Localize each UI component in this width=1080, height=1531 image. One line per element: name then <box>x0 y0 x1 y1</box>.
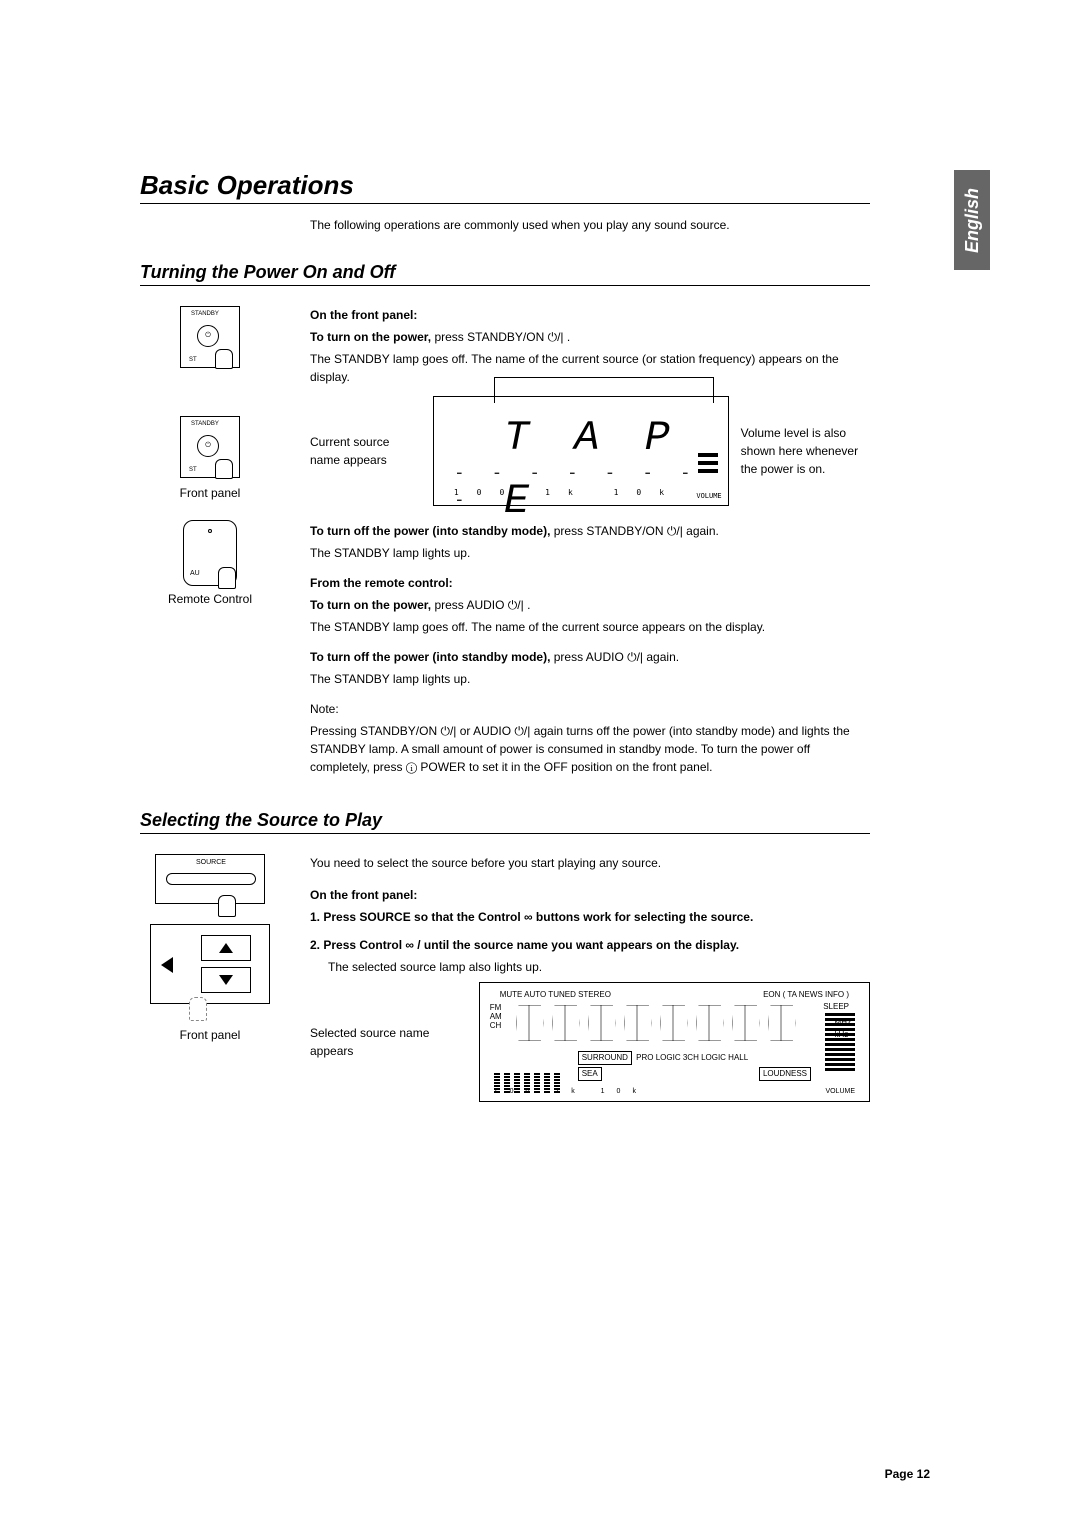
section2-right-col: You need to select the source before you… <box>310 854 870 1102</box>
turn-on-line: To turn on the power, press STANDBY/ON ⏻… <box>310 328 870 346</box>
r-turn-off-line: To turn off the power (into standby mode… <box>310 648 870 666</box>
triangle-left-icon <box>161 957 173 973</box>
intro-text: The following operations are commonly us… <box>310 218 990 232</box>
section1-left-col: STANDBY ⏻ ST STANDBY ⏻ ST Front panel AU… <box>140 306 280 780</box>
step1: 1. Press SOURCE so that the Control ∞ bu… <box>310 908 870 926</box>
r-turn-off-rest: press AUDIO ⏻/| again. <box>550 650 679 664</box>
triangle-up-icon <box>219 943 233 953</box>
volume-label: VOLUME <box>696 491 721 502</box>
volume-bars-icon <box>698 453 718 489</box>
step2-desc: The selected source lamp also lights up. <box>328 958 870 976</box>
r-turn-on-bold: To turn on the power, <box>310 598 431 612</box>
seg-icon <box>516 1005 544 1041</box>
display2-wrap: Selected source name appears MUTE AUTO T… <box>310 982 870 1102</box>
d2-bands: FM AM CH <box>490 1003 502 1030</box>
page-number: Page 12 <box>885 1467 930 1481</box>
d2-top2-text: EON ( TA NEWS INFO ) <box>763 990 849 999</box>
control-illustration <box>150 924 270 1004</box>
standby-st2: ST <box>189 467 197 473</box>
scale-label: 100 1k 10k <box>454 487 682 499</box>
on-front-label: On the front panel: <box>310 306 870 324</box>
display1: T A P E - - - - - - - - 100 1k 10k VOLUM… <box>433 396 729 506</box>
d2-loudness: LOUDNESS <box>759 1067 811 1081</box>
source-illustration: SOURCE <box>155 854 265 904</box>
hand-icon-3 <box>218 567 236 589</box>
d2-fm: FM <box>490 1003 502 1012</box>
callout-box-icon <box>494 377 714 403</box>
seg-icon <box>732 1005 760 1041</box>
note-body: Pressing STANDBY/ON ⏻/| or AUDIO ⏻/| aga… <box>310 722 870 776</box>
remote-au: AU <box>190 570 200 577</box>
front-panel-caption: Front panel <box>140 486 280 500</box>
seg-icon <box>660 1005 688 1041</box>
dash-row: - - - - - - - - <box>454 459 728 513</box>
section1-body: STANDBY ⏻ ST STANDBY ⏻ ST Front panel AU… <box>140 306 990 780</box>
triangle-down-icon <box>219 975 233 985</box>
d2-sea: SEA <box>578 1067 602 1081</box>
display2-left-label: Selected source name appears <box>310 1024 465 1060</box>
turn-on-rest: press STANDBY/ON ⏻/| . <box>431 330 570 344</box>
d2-midline: SURROUND PRO LOGIC 3CH LOGIC HALL <box>578 1051 749 1065</box>
remote-caption: Remote Control <box>140 592 280 606</box>
hand-icon <box>215 349 233 369</box>
r-turn-on-desc: The STANDBY lamp goes off. The name of t… <box>310 618 870 636</box>
page-title: Basic Operations <box>140 170 870 204</box>
source-lbl: SOURCE <box>196 859 226 866</box>
section2-left-col: SOURCE Front panel <box>140 854 280 1102</box>
d2-sleep: SLEEP <box>823 1001 849 1013</box>
remote-illustration: AU <box>183 520 237 586</box>
d2-volume-label: VOLUME <box>825 1087 855 1098</box>
note-label: Note: <box>310 700 870 718</box>
section2-heading: Selecting the Source to Play <box>140 810 870 834</box>
hand-icon-4 <box>218 895 236 917</box>
seg-icon <box>552 1005 580 1041</box>
display1-right-label: Volume level is also shown here whenever… <box>741 424 870 478</box>
standby-st: ST <box>189 357 197 363</box>
front-panel-caption-2: Front panel <box>140 1028 280 1042</box>
standby-illustration-1: STANDBY ⏻ ST <box>180 306 240 368</box>
d2-toprow1: MUTE AUTO TUNED STEREO <box>500 989 611 1001</box>
standby-lbl2: STANDBY <box>191 421 219 427</box>
remote-dot-icon <box>208 529 212 533</box>
segment-display <box>516 1005 796 1041</box>
display2: MUTE AUTO TUNED STEREO EON ( TA NEWS INF… <box>479 982 870 1102</box>
control-up <box>201 935 251 961</box>
display1-wrap: Current source name appears T A P E - - … <box>310 396 870 506</box>
section1-heading: Turning the Power On and Off <box>140 262 870 286</box>
r-turn-off-bold: To turn off the power (into standby mode… <box>310 650 550 664</box>
language-label: English <box>962 187 983 252</box>
r-turn-on-rest: press AUDIO ⏻/| . <box>431 598 530 612</box>
d2-am: AM <box>490 1012 502 1021</box>
d2-prologic: PRO LOGIC 3CH LOGIC HALL <box>634 1053 748 1062</box>
seg-icon <box>588 1005 616 1041</box>
d2-surround: SURROUND <box>578 1051 632 1065</box>
step2: 2. Press Control ∞ / until the source na… <box>310 936 870 954</box>
power-icon-2: ⏻ <box>197 435 219 457</box>
section2-intro: You need to select the source before you… <box>310 854 870 872</box>
from-remote-label: From the remote control: <box>310 574 870 592</box>
seg-icon <box>696 1005 724 1041</box>
section1-right-col: On the front panel: To turn on the power… <box>310 306 870 780</box>
language-tab: English <box>954 170 990 270</box>
source-bar-icon <box>166 873 256 885</box>
turn-off-desc: The STANDBY lamp lights up. <box>310 544 870 562</box>
hand-icon-5 <box>189 997 207 1021</box>
power-icon: ⏻ <box>197 325 219 347</box>
d2-scale: 100 1k 10k <box>494 1087 648 1098</box>
r-turn-on-line: To turn on the power, press AUDIO ⏻/| . <box>310 596 870 614</box>
section2-body: SOURCE Front panel You need to select th… <box>140 854 990 1102</box>
hand-icon-2 <box>215 459 233 479</box>
seg-icon <box>768 1005 796 1041</box>
turn-on-bold: To turn on the power, <box>310 330 431 344</box>
standby-illustration-2: STANDBY ⏻ ST <box>180 416 240 478</box>
control-down <box>201 967 251 993</box>
standby-lbl: STANDBY <box>191 311 219 317</box>
seg-icon <box>624 1005 652 1041</box>
on-front-label-2: On the front panel: <box>310 886 870 904</box>
display1-left-label: Current source name appears <box>310 433 421 469</box>
d2-ch: CH <box>490 1021 502 1030</box>
volume-bars-2 <box>825 1013 855 1073</box>
r-turn-off-desc: The STANDBY lamp lights up. <box>310 670 870 688</box>
